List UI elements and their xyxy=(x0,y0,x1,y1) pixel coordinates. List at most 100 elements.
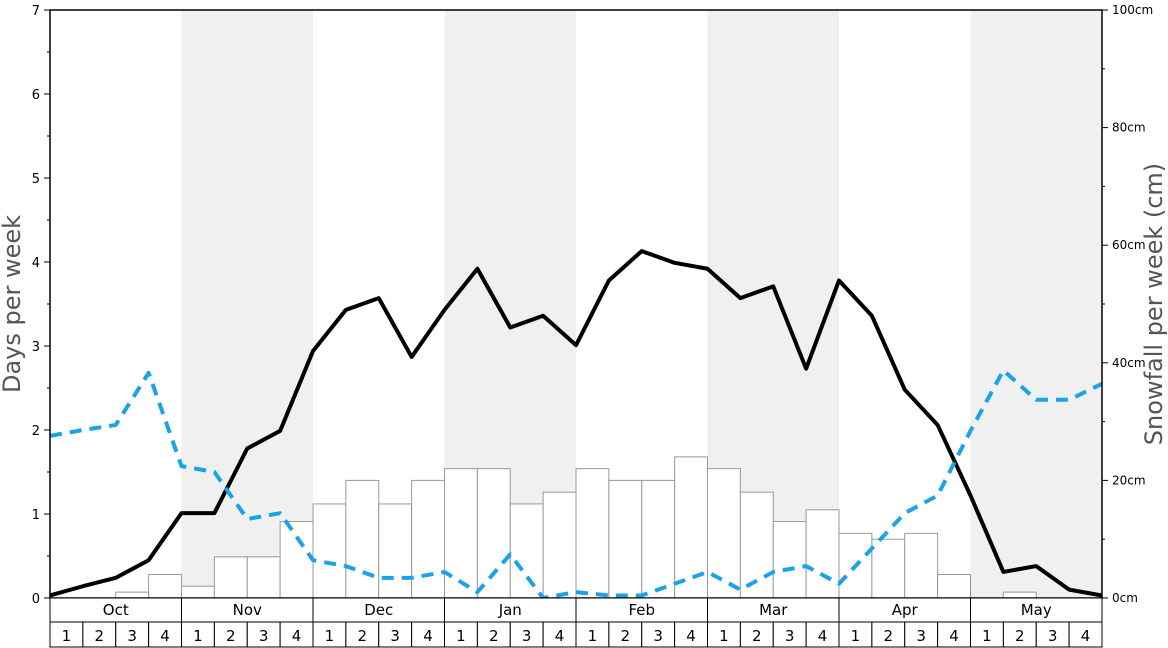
week-cell xyxy=(608,621,643,648)
month-label: Mar xyxy=(759,601,788,619)
week-cell xyxy=(476,621,511,648)
right-tick-label: 40cm xyxy=(1112,356,1146,370)
week-label: 1 xyxy=(982,627,992,645)
month-label: Apr xyxy=(892,601,919,619)
week-label: 2 xyxy=(621,627,631,645)
week-label: 2 xyxy=(95,627,105,645)
week-cell xyxy=(246,621,281,648)
snowfall-bar xyxy=(904,532,939,599)
right-tick-label: 20cm xyxy=(1112,473,1146,487)
left-tick-label: 1 xyxy=(32,508,40,523)
week-axis: 1 2 3 4 1 2 3 4 1 2 3 4 1 2 3 4 1 2 3 4 1 2 3 4 1 2 3 4 1 2 3 4 xyxy=(49,621,1103,648)
week-label: 1 xyxy=(325,627,335,645)
month-label: Jan xyxy=(498,601,522,619)
snowfall-bar xyxy=(115,591,150,599)
week-label: 2 xyxy=(1015,627,1025,645)
week-label: 3 xyxy=(390,627,400,645)
week-label: 2 xyxy=(226,627,236,645)
snowfall-bar xyxy=(345,479,380,599)
week-label: 3 xyxy=(653,627,663,645)
snowfall-bar xyxy=(476,468,511,599)
snowfall-bar xyxy=(805,509,840,599)
right-tick-label: 80cm xyxy=(1112,121,1146,135)
week-cell xyxy=(707,621,741,648)
week-label: 3 xyxy=(1048,627,1058,645)
month-band xyxy=(181,10,313,598)
snowfall-bar xyxy=(772,521,807,599)
week-label: 4 xyxy=(423,627,433,645)
snowfall-bar xyxy=(542,491,577,599)
week-cell xyxy=(181,621,215,648)
left-tick-label: 5 xyxy=(32,172,40,187)
left-tick-label: 6 xyxy=(32,88,40,103)
week-label: 1 xyxy=(193,627,203,645)
month-label: Oct xyxy=(103,601,129,619)
week-label: 1 xyxy=(719,627,729,645)
week-label: 2 xyxy=(752,627,762,645)
y-axis-label-left: Days per week xyxy=(0,215,26,393)
month-cell xyxy=(444,597,577,623)
week-cell xyxy=(378,621,413,648)
month-cell xyxy=(312,597,445,623)
week-cell xyxy=(970,621,1004,648)
week-label: 3 xyxy=(785,627,795,645)
snowfall-bar xyxy=(213,556,248,599)
solid-series-line xyxy=(49,249,1103,598)
snowfall-bar xyxy=(575,468,610,599)
week-cell xyxy=(542,621,577,648)
week-label: 3 xyxy=(916,627,926,645)
week-cell xyxy=(937,621,971,648)
week-label: 3 xyxy=(522,627,532,645)
week-label: 4 xyxy=(555,627,565,645)
week-label: 4 xyxy=(1081,627,1091,645)
dashed-series-line xyxy=(49,368,1103,600)
week-label: 1 xyxy=(851,627,861,645)
month-label: Nov xyxy=(233,601,262,619)
left-tick-label: 7 xyxy=(32,4,40,19)
week-cell xyxy=(115,621,150,648)
week-cell xyxy=(148,621,182,648)
snowfall-bar xyxy=(279,521,314,599)
week-cell xyxy=(411,621,445,648)
snowfall-bar xyxy=(707,468,741,599)
week-label: 2 xyxy=(358,627,368,645)
snowfall-bar xyxy=(181,585,215,599)
week-cell xyxy=(674,621,708,648)
week-label: 2 xyxy=(884,627,894,645)
right-tick-label: 0cm xyxy=(1112,591,1138,605)
week-label: 4 xyxy=(818,627,828,645)
week-cell xyxy=(49,621,84,648)
week-label: 4 xyxy=(160,627,170,645)
week-label: 3 xyxy=(259,627,269,645)
snowfall-bar xyxy=(674,456,708,599)
snowfall-bar xyxy=(937,573,971,599)
week-label: 3 xyxy=(127,627,137,645)
week-label: 2 xyxy=(489,627,499,645)
month-cell xyxy=(575,597,708,623)
month-label: May xyxy=(1021,601,1052,619)
month-cell xyxy=(970,597,1103,623)
left-tick-label: 3 xyxy=(32,340,40,355)
week-label: 4 xyxy=(686,627,696,645)
y-axis-label-right: Snowfall per week (cm) xyxy=(1140,163,1168,445)
month-band xyxy=(970,10,1102,598)
week-cell xyxy=(641,621,676,648)
snowfall-bar xyxy=(148,573,182,599)
left-tick-label: 4 xyxy=(32,256,40,271)
right-tick-label: 100cm xyxy=(1112,3,1153,17)
snowfall-bar xyxy=(871,538,906,599)
week-cell xyxy=(871,621,906,648)
week-label: 1 xyxy=(588,627,598,645)
week-cell xyxy=(1068,621,1103,648)
right-tick-label: 60cm xyxy=(1112,238,1146,252)
snowfall-bar xyxy=(444,468,478,599)
snowfall-bar xyxy=(312,503,347,599)
week-cell xyxy=(1035,621,1070,648)
month-bands xyxy=(181,10,1102,598)
snowfall-bars xyxy=(115,456,1037,599)
week-cell xyxy=(213,621,248,648)
snowfall-bar xyxy=(641,479,676,599)
series-lines xyxy=(49,249,1103,600)
week-cell xyxy=(345,621,380,648)
snowfall-bar xyxy=(608,479,643,599)
